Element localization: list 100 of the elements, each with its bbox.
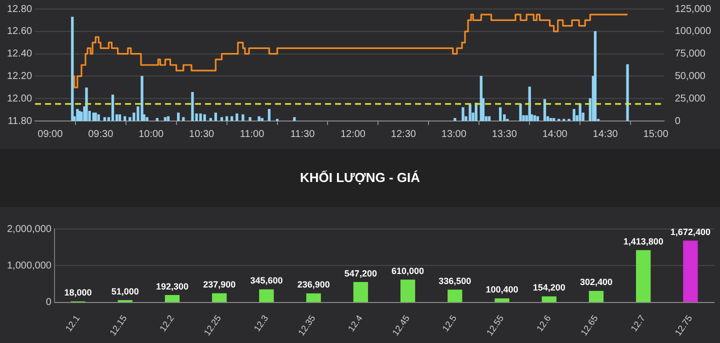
bar [588, 290, 604, 302]
bar [156, 118, 158, 121]
bar [164, 117, 167, 121]
bar [400, 280, 416, 302]
x-tick-label: 12:00 [340, 128, 366, 140]
bar [306, 293, 321, 302]
data-label: 336,500 [438, 276, 472, 286]
bar [230, 116, 234, 121]
x-tick-label: 11:30 [290, 128, 316, 140]
data-label: 547,200 [344, 268, 377, 278]
bar [683, 240, 698, 302]
bar [111, 94, 114, 121]
y2-tick-label: 0 [674, 116, 681, 127]
y-tick-label: 11.80 [8, 116, 32, 127]
x-tick-label: 10:00 [138, 128, 164, 140]
y2-tick-label: 100,000 [674, 26, 712, 38]
data-label: 1,413,800 [623, 236, 664, 246]
bar [166, 116, 170, 121]
data-label: 610,000 [392, 266, 424, 276]
bar [578, 104, 582, 121]
y-tick-label: 12.80 [6, 4, 32, 15]
bar [124, 116, 126, 121]
bar [542, 296, 556, 302]
x-tick-label: 14:00 [542, 128, 568, 140]
bar [203, 114, 206, 121]
data-label: 1,672,400 [670, 227, 710, 237]
bar [258, 116, 260, 121]
bar [71, 16, 74, 121]
bar [549, 118, 552, 121]
data-label: 302,400 [580, 277, 613, 288]
bar [220, 117, 224, 121]
bar [212, 293, 227, 302]
data-label: 237,900 [203, 280, 236, 290]
bar [140, 76, 144, 121]
y-tick-label: 1,000,000 [6, 260, 52, 272]
bar [164, 294, 180, 302]
bar [543, 99, 546, 121]
y-tick-label: 12.00 [6, 93, 32, 104]
bar [242, 114, 244, 121]
bar [118, 114, 122, 121]
bar [454, 118, 456, 121]
bar [494, 298, 510, 302]
bar [248, 117, 252, 121]
bar [182, 117, 185, 121]
y-tick-label: 12.40 [6, 48, 32, 60]
bar [536, 116, 540, 121]
bar [552, 118, 556, 121]
bar [260, 118, 264, 121]
bar [103, 117, 106, 121]
bar [353, 282, 368, 302]
x-tick-label: 15:00 [643, 128, 669, 140]
x-tick-label: 12:30 [390, 128, 416, 140]
x-tick-label: 11:00 [240, 128, 265, 140]
bar [177, 112, 180, 121]
data-label: 51,000 [111, 286, 139, 296]
x-tick-label: 13:30 [492, 128, 518, 140]
y2-tick-label: 75,000 [674, 48, 706, 60]
bar [293, 117, 296, 121]
bar [97, 114, 100, 121]
bar [94, 112, 97, 121]
data-label: 100,400 [486, 284, 518, 295]
y-tick-label: 0 [46, 297, 52, 308]
bar [92, 112, 95, 121]
bar [499, 107, 502, 121]
bar [636, 250, 651, 302]
y-tick-label: 12.60 [6, 26, 32, 38]
bar [259, 289, 274, 302]
y2-tick-label: 25,000 [674, 93, 706, 104]
x-tick-label: 09:30 [88, 128, 114, 140]
bar [268, 109, 271, 121]
bar [533, 115, 536, 121]
data-label: 154,200 [532, 282, 566, 293]
bar [462, 107, 464, 121]
bar [225, 116, 228, 121]
data-label: 192,300 [156, 281, 189, 292]
bar [236, 114, 238, 121]
data-label: 18,000 [64, 288, 92, 298]
x-tick-label: 14:30 [592, 128, 618, 140]
chart-title: KHỐI LƯỢNG - GIÁ [0, 149, 720, 207]
bar [209, 118, 212, 121]
y-tick-label: 2,000,000 [6, 224, 52, 235]
bar [594, 31, 597, 121]
data-label: 236,900 [297, 280, 330, 290]
y2-tick-label: 50,000 [674, 70, 706, 82]
y2-tick-label: 125,000 [674, 4, 712, 15]
bar [214, 112, 218, 121]
y-tick-label: 12.20 [6, 70, 32, 82]
bar [519, 104, 522, 121]
bar [572, 109, 576, 121]
bar [146, 117, 148, 121]
bar [199, 114, 202, 121]
x-tick-label: 09:00 [38, 128, 64, 140]
x-tick-label: 10:30 [189, 128, 215, 140]
bar [85, 88, 88, 121]
bar [488, 116, 491, 121]
bar [626, 64, 629, 121]
bar [191, 92, 194, 121]
x-tick-label: 13:00 [441, 128, 467, 140]
data-label: 345,600 [250, 276, 283, 286]
bar [448, 290, 462, 302]
